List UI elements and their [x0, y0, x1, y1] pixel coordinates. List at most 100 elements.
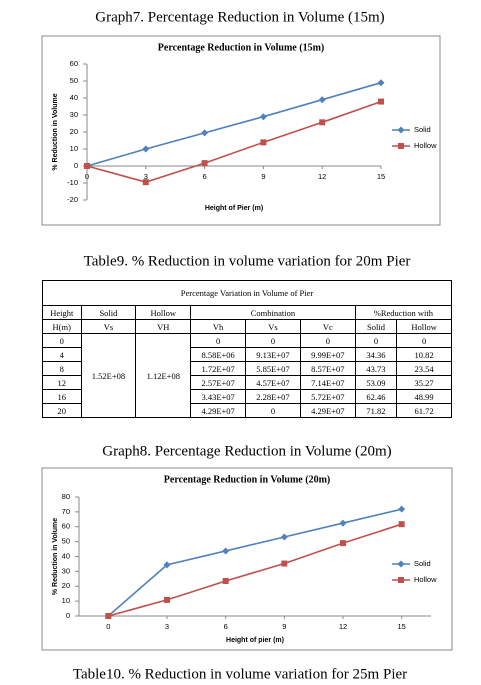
table-cell: 20	[42, 403, 82, 418]
series-line	[86, 100, 382, 183]
point	[142, 145, 150, 153]
y-tick-label: 30	[62, 566, 70, 575]
caption: Graph8. Percentage Reduction in Volume (…	[102, 443, 391, 459]
chart-title: Percentage Reduction in Volume (15m)	[158, 42, 324, 53]
table-cell: 62.46	[354, 389, 398, 404]
table-cell: 71.82	[354, 403, 398, 418]
header-cell: Hollow	[396, 319, 452, 334]
table-cell: 9.13E+07	[245, 347, 301, 362]
caption: Table9. % Reduction in volume variation …	[84, 253, 411, 269]
point	[398, 505, 406, 513]
y-tick-label: 30	[70, 110, 78, 119]
point	[259, 113, 267, 121]
y-tick-label: 20	[62, 581, 70, 590]
caption: Graph7. Percentage Reduction in Volume (…	[95, 9, 384, 25]
table-cell: 53.09	[354, 375, 398, 390]
x-tick-label: 9	[282, 622, 286, 631]
header-cell: Height	[42, 305, 82, 320]
legend-marker	[398, 577, 404, 583]
table-cell: 4.29E+07	[299, 403, 356, 418]
point	[142, 179, 149, 186]
x-tick-label: 0	[106, 622, 110, 631]
x-axis-title: Height of pier (m)	[226, 637, 284, 644]
table-cell: 4	[42, 347, 82, 362]
table-title: Percentage Variation in Volume of Pier	[42, 280, 452, 306]
table-row: 16 3.43E+07 2.28E+07 5.72E+07 62.46 48.99	[42, 389, 452, 404]
point	[222, 547, 230, 555]
table-cell: 0	[245, 333, 301, 348]
table-cell: 5.72E+07	[299, 389, 356, 404]
point	[164, 596, 170, 603]
point	[201, 129, 209, 137]
point	[319, 119, 326, 126]
chart-frame	[41, 35, 441, 226]
table-cell: 4.29E+07	[190, 403, 247, 418]
table-row: 4 8.58E+06 9.13E+07 9.99E+07 34.36 10.82	[42, 347, 452, 362]
table-cell: 7.14E+07	[299, 375, 356, 390]
table-cell: 61.72	[396, 403, 452, 418]
caption: Table10. % Reduction in volume variation…	[73, 666, 407, 682]
x-tick-label: 12	[318, 172, 326, 181]
header-cell: H(m)	[42, 319, 82, 334]
y-tick-label: 50	[70, 76, 78, 85]
table-cell: 0	[396, 333, 452, 348]
point	[281, 560, 288, 567]
x-tick-label: 3	[144, 172, 148, 181]
table-cell: 8.57E+07	[299, 361, 356, 376]
legend-marker	[398, 143, 404, 149]
legend-label: Hollow	[414, 141, 437, 150]
y-tick-label: 10	[62, 596, 70, 605]
x-axis-title: Height of Pier (m)	[205, 205, 263, 212]
y-tick-label: 70	[62, 507, 70, 516]
legend-label: Hollow	[414, 575, 437, 584]
y-tick-label: 0	[74, 161, 78, 170]
table-cell: 0	[299, 333, 356, 348]
table-row: Height Solid Hollow Combination %Reduction w…	[42, 305, 453, 320]
point	[378, 98, 384, 105]
table-cell: 12	[42, 375, 82, 390]
y-tick-label: 60	[70, 59, 78, 68]
point	[339, 519, 347, 527]
table-cell: 2.28E+07	[245, 389, 301, 404]
x-tick-label: 15	[377, 172, 385, 181]
table-cell: 8	[42, 361, 82, 376]
y-tick-label: 80	[62, 492, 70, 501]
table-cell: 34.36	[354, 347, 398, 362]
header-cell: Solid	[354, 319, 398, 334]
table-cell: 43.73	[354, 361, 398, 376]
x-tick-label: 9	[261, 172, 265, 181]
table-cell: 35.27	[396, 375, 452, 390]
y-axis-title: % Reduction in Volume	[52, 518, 59, 595]
header-cell: Vh	[190, 319, 247, 334]
x-tick-label: 6	[203, 172, 207, 181]
x-tick-label: 3	[165, 622, 169, 631]
table-cell: 1.72E+07	[190, 361, 247, 376]
table-cell: 9.99E+07	[299, 347, 356, 362]
header-cell: %Reduction with	[354, 305, 453, 320]
table-cell: 4.57E+07	[245, 375, 301, 390]
point	[280, 533, 288, 541]
y-tick-label: 40	[70, 93, 78, 102]
point	[398, 521, 405, 528]
series-line	[107, 508, 402, 617]
point	[318, 96, 326, 104]
point	[222, 577, 229, 584]
point	[201, 160, 208, 167]
table-cell: 0	[190, 333, 247, 348]
point	[340, 540, 346, 547]
y-tick-label: -10	[67, 178, 78, 187]
x-tick-label: 15	[397, 622, 405, 631]
legend-marker	[397, 560, 405, 568]
header-cell: Vc	[299, 319, 356, 334]
x-tick-label: 6	[224, 622, 228, 631]
table-cell: 1.12E+08	[135, 333, 192, 418]
point	[163, 561, 171, 569]
header-cell: Solid	[80, 305, 137, 320]
legend-marker	[397, 126, 405, 134]
y-tick-label: -20	[67, 195, 78, 204]
table-row: 20 4.29E+07 0 4.29E+07 71.82 61.72	[42, 403, 452, 418]
table-row: 0 1.52E+08 1.12E+08 0 0 0 0 0	[42, 333, 452, 418]
table-row: H(m) Vs VH Vh Vs Vc Solid Hollow	[42, 319, 452, 334]
y-tick-label: 50	[62, 537, 70, 546]
